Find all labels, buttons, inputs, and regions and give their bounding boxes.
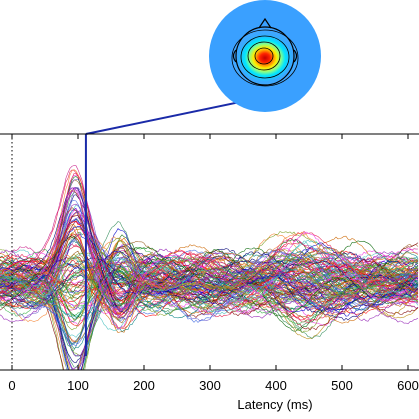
eeg-channel-trace [0,232,419,320]
axes-frame [0,133,419,371]
eeg-channel-trace [0,247,419,370]
x-tick-label: 500 [331,378,353,393]
eeg-channel-trace [0,239,419,322]
eeg-channel-trace [0,256,419,324]
x-tick-label: 400 [265,378,287,393]
eeg-channel-trace [0,207,419,303]
eeg-channel-trace [0,236,419,318]
eeg-channel-trace [0,250,419,313]
eeg-channel-trace [0,252,419,310]
eeg-channel-trace [0,231,419,309]
eeg-channel-trace [0,165,419,310]
eeg-channel-trace [0,187,419,330]
head-right-ear-icon [293,49,298,63]
x-axis-ticks: 0 100 200 300 400 500 600 [8,134,419,393]
head-left-ear-icon [232,49,237,63]
topography-contours [231,29,299,87]
eeg-channel-trace [0,223,419,329]
eeg-channel-trace [0,221,419,310]
head-outline [235,26,295,86]
eeg-channel-trace [0,253,419,315]
x-axis-label: Latency (ms) [237,397,312,412]
eeg-channel-trace [0,250,419,349]
eeg-channel-trace [0,255,419,331]
eeg-channel-trace [0,228,419,370]
eeg-channel-trace [0,172,418,318]
x-tick-label: 0 [8,378,15,393]
eeg-channel-trace [0,208,419,318]
x-tick-label: 300 [199,378,221,393]
eeg-channel-trace [0,249,419,357]
scalp-topography-inset [209,0,321,112]
eeg-channel-trace [0,249,419,307]
eeg-channel-trace [0,191,419,321]
head-nose-icon [258,17,272,29]
eeg-channel-trace [0,244,419,304]
eeg-channel-trace [0,256,419,332]
eeg-channel-trace [0,237,419,331]
eeg-channel-trace [0,255,419,370]
topography-connector-line [85,96,265,135]
eeg-channel-trace [0,187,419,325]
eeg-channel-trace [0,200,419,322]
eeg-channel-trace [0,257,419,314]
x-tick-label: 600 [397,378,419,393]
x-tick-label: 100 [67,378,89,393]
eeg-channel-trace [0,255,419,347]
eeg-channel-trace [0,169,419,316]
eeg-channel-trace [0,190,419,316]
x-tick-label: 200 [133,378,155,393]
eeg-channel-trace [0,239,419,317]
eeg-channel-trace [0,215,419,317]
eeg-channel-trace [0,225,419,313]
eeg-channel-trace [0,241,419,304]
eeg-channel-trace [0,255,419,343]
eeg-channel-trace [0,258,419,311]
eeg-traces [0,165,419,370]
